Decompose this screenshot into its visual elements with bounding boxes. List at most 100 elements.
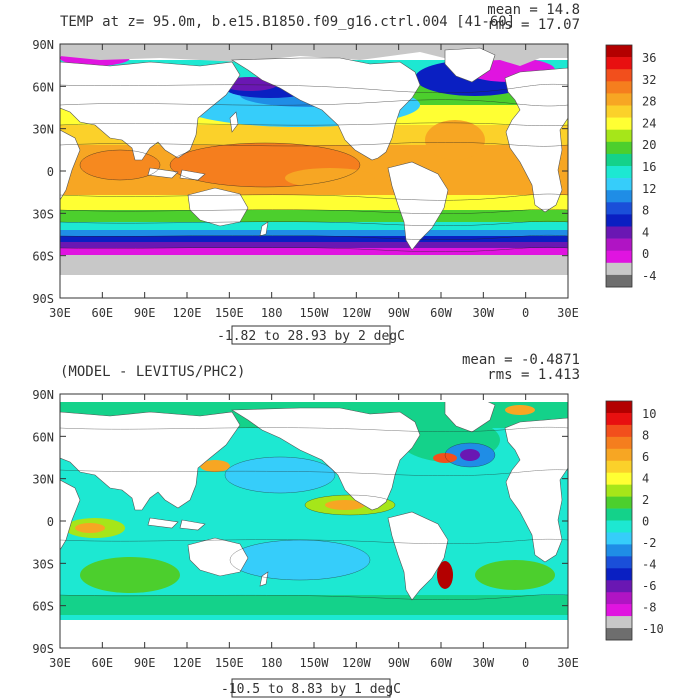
- lon-label: 180: [261, 656, 283, 670]
- colorbar-swatch: [606, 472, 632, 485]
- colorbar-label: -4: [642, 558, 656, 572]
- lon-label: 30E: [49, 656, 71, 670]
- colorbar-frame: [605, 400, 633, 641]
- lon-label: 0: [522, 306, 529, 320]
- panel-difference: (MODEL - LEVITUS/PHC2) mean = -0.4871 rm…: [32, 352, 664, 698]
- colorbar-swatch: [606, 401, 632, 414]
- colorbar-swatch: [606, 93, 632, 106]
- colorbar-swatch: [606, 238, 632, 251]
- colorbar-label: 2: [642, 493, 649, 507]
- lon-label: 120E: [173, 656, 202, 670]
- colorbar-swatch: [606, 141, 632, 155]
- panel-title: (MODEL - LEVITUS/PHC2): [60, 364, 245, 380]
- colorbar-swatch: [606, 544, 632, 557]
- colorbar-label: 8: [642, 204, 649, 218]
- lon-label: 150W: [300, 306, 330, 320]
- colorbar-label: 12: [642, 182, 656, 196]
- lat-label: 90S: [32, 292, 54, 306]
- panel-temperature: TEMP at z= 95.0m, b.e15.B1850.f09_g16.ct…: [32, 2, 656, 345]
- lon-label: 120E: [173, 306, 202, 320]
- colorbar-label: 6: [642, 450, 649, 464]
- colorbar-label: 36: [642, 51, 656, 65]
- colorbar-swatch: [606, 250, 632, 264]
- colorbar-label: -10: [642, 622, 664, 636]
- colorbar-swatch: [606, 592, 632, 605]
- colorbar-label: -2: [642, 536, 656, 550]
- colorbar-label: -4: [642, 269, 656, 283]
- colorbar-swatch: [606, 190, 632, 203]
- colorbar-swatch: [606, 556, 632, 569]
- colorbar-swatch: [606, 117, 632, 130]
- colorbar-swatch: [606, 105, 632, 118]
- colorbar-swatch: [606, 628, 632, 641]
- lon-label: 120W: [342, 306, 372, 320]
- colorbar-swatch: [606, 580, 632, 593]
- lon-label: 60W: [430, 656, 452, 670]
- lon-label: 60E: [91, 656, 113, 670]
- rms-label: rms = 1.413: [487, 367, 580, 383]
- lat-label: 90N: [32, 38, 54, 52]
- lat-label: 90N: [32, 388, 54, 402]
- lon-label: 30E: [49, 306, 71, 320]
- lon-label: 30E: [557, 656, 579, 670]
- lon-label: 90E: [134, 306, 156, 320]
- colorbar-label: 10: [642, 407, 656, 421]
- lat-label: 60N: [32, 430, 54, 444]
- lon-label: 30E: [557, 306, 579, 320]
- colorbar-swatch: [606, 57, 632, 70]
- lat-label: 90S: [32, 642, 54, 656]
- lon-label: 180: [261, 306, 283, 320]
- lon-label: 0: [522, 656, 529, 670]
- colorbar: 36 32 28 24 20 16 12 8 4 0 -4: [605, 44, 656, 288]
- temperature-map: [60, 44, 568, 298]
- colorbar-label: -6: [642, 579, 656, 593]
- colorbar-label: 0: [642, 515, 649, 529]
- colorbar-label: 28: [642, 95, 656, 109]
- lon-label: 90W: [388, 306, 410, 320]
- colorbar-swatch: [606, 520, 632, 533]
- lat-label: 30N: [32, 123, 54, 137]
- colorbar-label: 8: [642, 428, 649, 442]
- lon-label: 150E: [215, 656, 244, 670]
- colorbar-swatch: [606, 412, 632, 426]
- panel-title: TEMP at z= 95.0m, b.e15.B1850.f09_g16.ct…: [60, 14, 515, 30]
- colorbar-frame: [605, 44, 633, 288]
- range-box: [231, 325, 391, 345]
- colorbar-swatch: [606, 178, 632, 191]
- colorbar-label: -8: [642, 601, 656, 615]
- colorbar-swatch: [606, 274, 632, 288]
- lon-label: 120W: [342, 656, 372, 670]
- colorbar-label: 16: [642, 160, 656, 174]
- colorbar-swatch: [606, 604, 632, 617]
- colorbar-label: 0: [642, 247, 649, 261]
- colorbar-swatch: [606, 129, 632, 143]
- lon-label: 60E: [91, 306, 113, 320]
- colorbar-swatch: [606, 202, 632, 215]
- lon-label: 150E: [215, 306, 244, 320]
- lon-label: 90W: [388, 656, 410, 670]
- colorbar-swatch: [606, 153, 632, 167]
- range-label: -10.5 to 8.83 by 1 degC: [221, 682, 401, 697]
- colorbar-swatch: [606, 508, 632, 521]
- colorbar-swatch: [606, 532, 632, 545]
- lat-label: 30S: [32, 207, 54, 221]
- mean-label: mean = -0.4871: [462, 352, 580, 368]
- lat-label: 60S: [32, 250, 54, 264]
- colorbar-swatch: [606, 460, 632, 473]
- colorbar-swatch: [606, 424, 632, 438]
- lat-label: 60S: [32, 600, 54, 614]
- colorbar-swatch: [606, 436, 632, 450]
- colorbar-swatch: [606, 81, 632, 94]
- range-label: -1.82 to 28.93 by 2 degC: [217, 329, 405, 344]
- colorbar-swatch: [606, 226, 632, 239]
- colorbar: 10 8 6 4 2 0 -2 -4 -6 -8 -10: [605, 400, 664, 641]
- colorbar-swatch: [606, 262, 632, 276]
- mean-label: mean = 14.8: [487, 2, 580, 18]
- colorbar-swatch: [606, 484, 632, 497]
- colorbar-label: 4: [642, 225, 649, 239]
- rms-label: rms = 17.07: [487, 17, 580, 33]
- colorbar-swatch: [606, 69, 632, 82]
